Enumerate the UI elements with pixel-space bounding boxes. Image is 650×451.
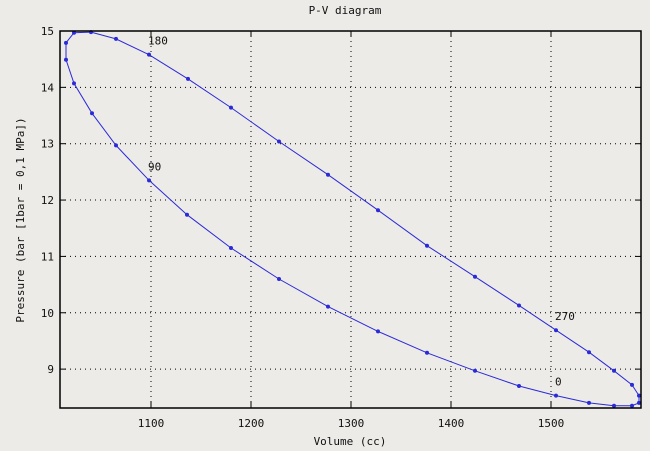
x-tick-label: 1300 — [338, 417, 365, 430]
data-point — [72, 81, 76, 86]
data-point — [229, 245, 233, 250]
data-point — [587, 400, 591, 405]
y-tick-label: 15 — [41, 25, 54, 38]
y-tick-label: 9 — [47, 363, 54, 376]
data-point — [326, 304, 330, 309]
data-point — [517, 303, 521, 308]
data-point — [376, 208, 380, 213]
x-tick-label: 1200 — [238, 417, 265, 430]
data-point — [637, 400, 641, 405]
y-tick-label: 14 — [41, 81, 55, 94]
series: 0 90 180 270 — [64, 30, 641, 408]
data-point — [147, 178, 151, 183]
data-point — [517, 384, 521, 389]
angle-annotation: 0 — [555, 376, 562, 389]
data-point — [630, 403, 634, 408]
data-point — [114, 36, 118, 41]
data-point — [326, 172, 330, 177]
y-tick-label: 13 — [41, 138, 54, 151]
grid — [60, 30, 641, 408]
angle-annotation: 180 — [148, 35, 168, 48]
y-tick-label: 11 — [41, 250, 54, 263]
data-point — [612, 403, 616, 408]
y-axis-label: Pressure (bar [1bar = 0,1 MPa]) — [14, 117, 27, 322]
angle-annotation: 270 — [555, 310, 575, 323]
data-point — [630, 382, 634, 387]
data-point — [554, 393, 558, 398]
plot-frame — [59, 30, 642, 409]
data-point — [147, 52, 151, 57]
x-tick-label: 1100 — [138, 417, 165, 430]
data-point — [376, 329, 380, 334]
data-point — [587, 350, 591, 355]
ticks: 1100 1200 1300 1400 1500 9 10 11 12 13 14 15 — [41, 25, 641, 430]
chart-title: P-V diagram — [309, 4, 382, 17]
data-point — [473, 274, 477, 279]
data-point — [637, 393, 641, 398]
data-point — [473, 368, 477, 373]
data-point — [64, 40, 68, 45]
x-tick-label: 1500 — [538, 417, 565, 430]
data-point — [277, 139, 281, 144]
y-tick-label: 10 — [41, 307, 54, 320]
angle-annotation: 90 — [148, 160, 161, 173]
data-point — [114, 143, 118, 148]
pv-cycle-line — [65, 31, 640, 407]
data-point — [612, 368, 616, 373]
data-point — [186, 76, 190, 81]
data-point — [229, 105, 233, 110]
data-point — [185, 212, 189, 217]
y-tick-label: 12 — [41, 194, 54, 207]
data-point — [554, 328, 558, 333]
x-tick-label: 1400 — [438, 417, 465, 430]
data-point — [425, 350, 429, 355]
x-axis-label: Volume (cc) — [314, 435, 387, 448]
data-point — [90, 111, 94, 116]
data-point — [425, 243, 429, 248]
data-point — [64, 57, 68, 62]
data-point — [277, 276, 281, 281]
